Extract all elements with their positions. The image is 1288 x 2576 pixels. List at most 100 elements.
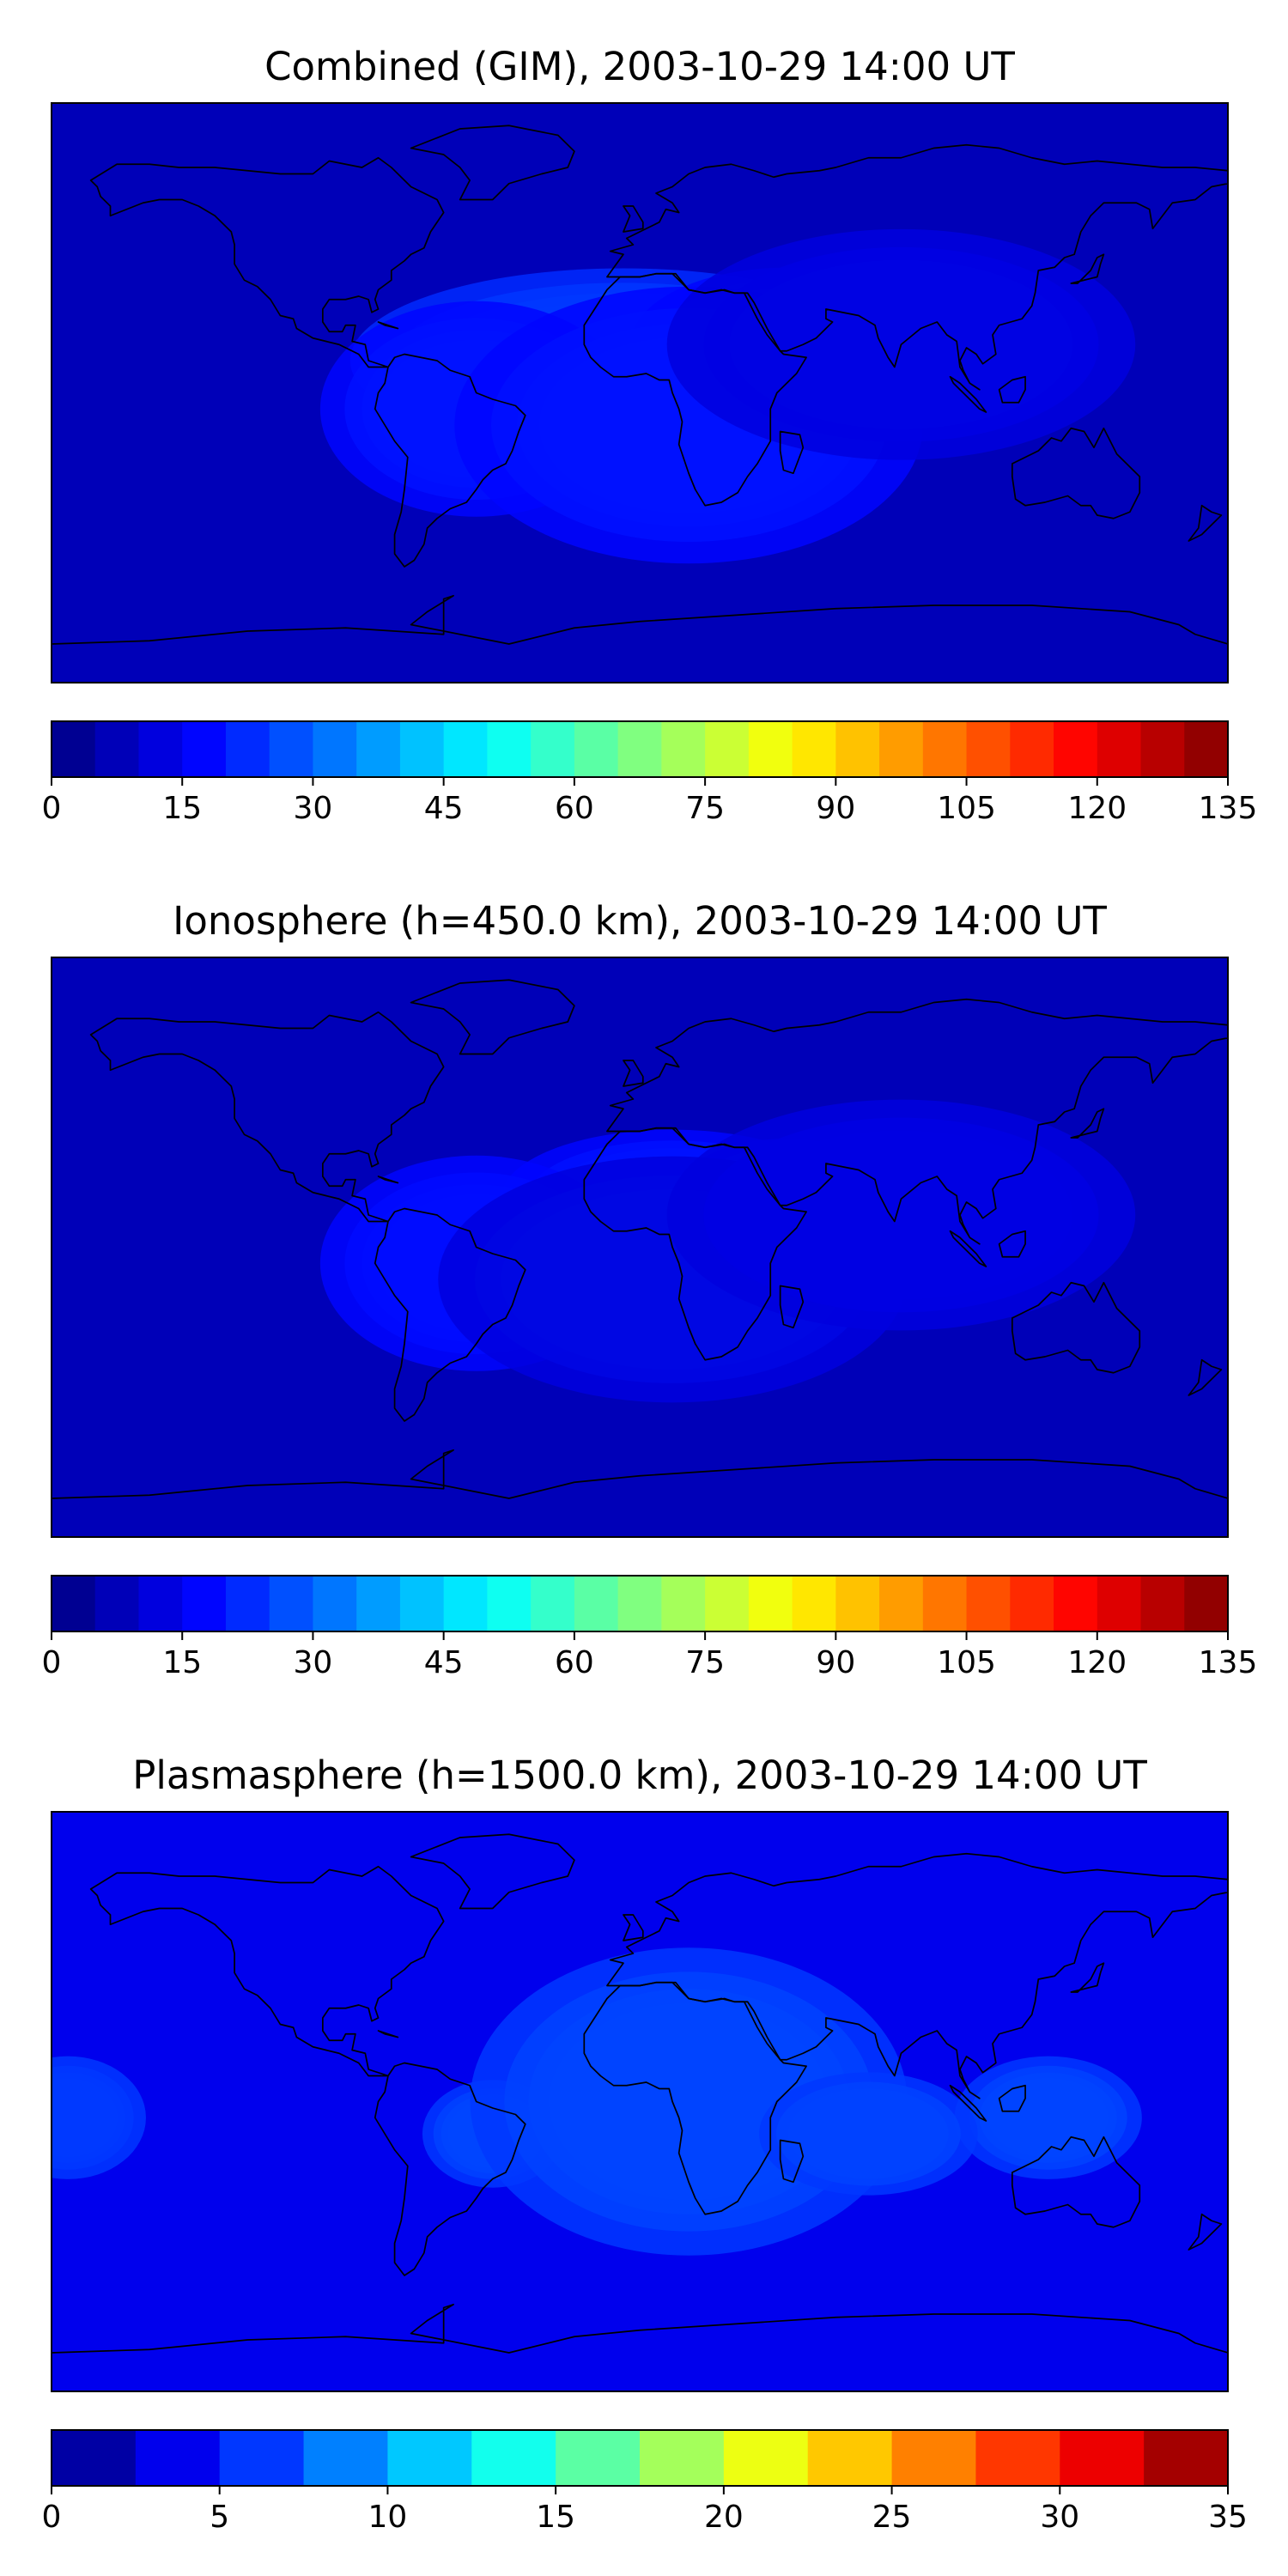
colorbar-segment	[1054, 721, 1098, 777]
plasmasphere-panel: Plasmasphere (h=1500.0 km), 2003-10-29 1…	[42, 1753, 1248, 2535]
colorbar-segment	[966, 1576, 1011, 1631]
hotspot-3-level-7	[759, 2072, 978, 2196]
colorbar-frame	[51, 720, 1229, 778]
colorbar-segment	[225, 721, 270, 777]
colorbar-segment	[531, 1576, 575, 1631]
colorbar-segment	[748, 1576, 793, 1631]
colorbar-tick-label: 45	[424, 791, 464, 826]
colorbar-segment	[922, 721, 968, 777]
colorbar-tick-label: 120	[1067, 791, 1127, 826]
colorbar-segment	[792, 1576, 836, 1631]
colorbar-tick-label: 5	[210, 2500, 229, 2535]
colorbar-tick-label: 120	[1067, 1645, 1127, 1680]
colorbar: 0 15 30 45 60 75 90 105 120 135	[42, 720, 1258, 826]
colorbar-segment	[705, 721, 750, 777]
colorbar-segment	[269, 721, 314, 777]
colorbar-tick-label: 60	[555, 791, 594, 826]
hotspot-1-level-7	[954, 2056, 1142, 2179]
colorbar-segment	[807, 2430, 893, 2486]
colorbar-tick-label: 135	[1199, 1645, 1258, 1680]
colorbar-segment	[617, 721, 662, 777]
colorbar-segment	[135, 2430, 221, 2486]
colorbar-tick-label: 0	[42, 791, 62, 826]
colorbar-segment	[52, 721, 96, 777]
colorbar-frame	[51, 2429, 1229, 2487]
colorbar: 0 5 10 15 20 25 30 35	[42, 2429, 1248, 2535]
colorbar-segment	[1097, 721, 1142, 777]
hotspot-4-level-7	[666, 1099, 1136, 1331]
chart-title: Ionosphere (h=450.0 km), 2003-10-29 14:0…	[173, 898, 1107, 944]
colorbar-segment	[879, 721, 924, 777]
heatmap-field	[52, 103, 1228, 683]
colorbar-tick-label: 90	[816, 1645, 855, 1680]
colorbar-segment	[219, 2430, 305, 2486]
colorbar-segment	[1054, 1576, 1098, 1631]
hotspot-4-level-7	[52, 2056, 146, 2179]
colorbar-segment	[269, 1576, 314, 1631]
map-frame	[51, 1811, 1229, 2392]
colorbar-segment	[617, 1576, 662, 1631]
colorbar-segment	[52, 2430, 137, 2486]
colorbar-tick-label: 105	[937, 1645, 996, 1680]
colorbar-tick-label: 60	[555, 1645, 594, 1680]
colorbar-segment	[1010, 721, 1054, 777]
heatmap-field	[52, 957, 1228, 1537]
colorbar-tick-label: 30	[294, 1645, 333, 1680]
colorbar-segment	[356, 1576, 401, 1631]
colorbar-tick-label: 135	[1199, 791, 1258, 826]
colorbar-segment	[94, 721, 140, 777]
map-frame	[51, 957, 1229, 1538]
colorbar-tick-label: 10	[368, 2500, 408, 2535]
colorbar-segment	[1010, 1576, 1054, 1631]
combined-panel: Combined (GIM), 2003-10-29 14:00 UT 0 15 3…	[42, 44, 1258, 826]
map-frame	[51, 102, 1229, 683]
colorbar-segment	[975, 2430, 1060, 2486]
colorbar-segment	[1184, 721, 1229, 777]
chart-title: Plasmasphere (h=1500.0 km), 2003-10-29 1…	[132, 1753, 1147, 1798]
colorbar-segment	[835, 1576, 880, 1631]
colorbar-segment	[966, 721, 1011, 777]
colorbar-tick-label: 0	[42, 1645, 62, 1680]
colorbar-segment	[313, 721, 357, 777]
colorbar-segment	[399, 1576, 445, 1631]
colorbar-segment	[723, 2430, 809, 2486]
colorbar-tick-label: 15	[162, 791, 202, 826]
colorbar-segment	[1097, 1576, 1142, 1631]
colorbar-segment	[661, 721, 706, 777]
colorbar-segment	[1140, 1576, 1185, 1631]
colorbar-tick-label: 25	[872, 2500, 912, 2535]
colorbar-segment	[748, 721, 793, 777]
colorbar-tick-label: 20	[704, 2500, 744, 2535]
colorbar-segment	[443, 1576, 489, 1631]
colorbar-segment	[1140, 721, 1185, 777]
colorbar-segment	[574, 1576, 619, 1631]
chart-title: Combined (GIM), 2003-10-29 14:00 UT	[264, 44, 1015, 89]
colorbar-segment	[661, 1576, 706, 1631]
colorbar-tick-label: 35	[1208, 2500, 1248, 2535]
colorbar-segment	[225, 1576, 270, 1631]
colorbar-segment	[922, 1576, 968, 1631]
colorbar-segment	[487, 1576, 532, 1631]
colorbar-segment	[138, 1576, 183, 1631]
colorbar-tick-label: 30	[294, 791, 333, 826]
colorbar-segment	[1144, 2430, 1229, 2486]
colorbar-tick-label: 75	[685, 791, 725, 826]
colorbar-frame	[51, 1575, 1229, 1632]
ionosphere-panel: Ionosphere (h=450.0 km), 2003-10-29 14:0…	[42, 898, 1258, 1680]
colorbar-tick-label: 45	[424, 1645, 464, 1680]
colorbar-tick-label: 105	[937, 791, 996, 826]
colorbar-segment	[531, 721, 575, 777]
colorbar-segment	[303, 2430, 389, 2486]
colorbar-segment	[1060, 2430, 1145, 2486]
colorbar-segment	[879, 1576, 924, 1631]
colorbar-segment	[313, 1576, 357, 1631]
colorbar-segment	[640, 2430, 725, 2486]
colorbar-segment	[182, 721, 227, 777]
colorbar-tick-label: 0	[42, 2500, 62, 2535]
colorbar-segment	[705, 1576, 750, 1631]
colorbar-tick-label: 90	[816, 791, 855, 826]
colorbar-segment	[835, 721, 880, 777]
colorbar-segment	[792, 721, 836, 777]
colorbar-segment	[487, 721, 532, 777]
colorbar-segment	[443, 721, 489, 777]
